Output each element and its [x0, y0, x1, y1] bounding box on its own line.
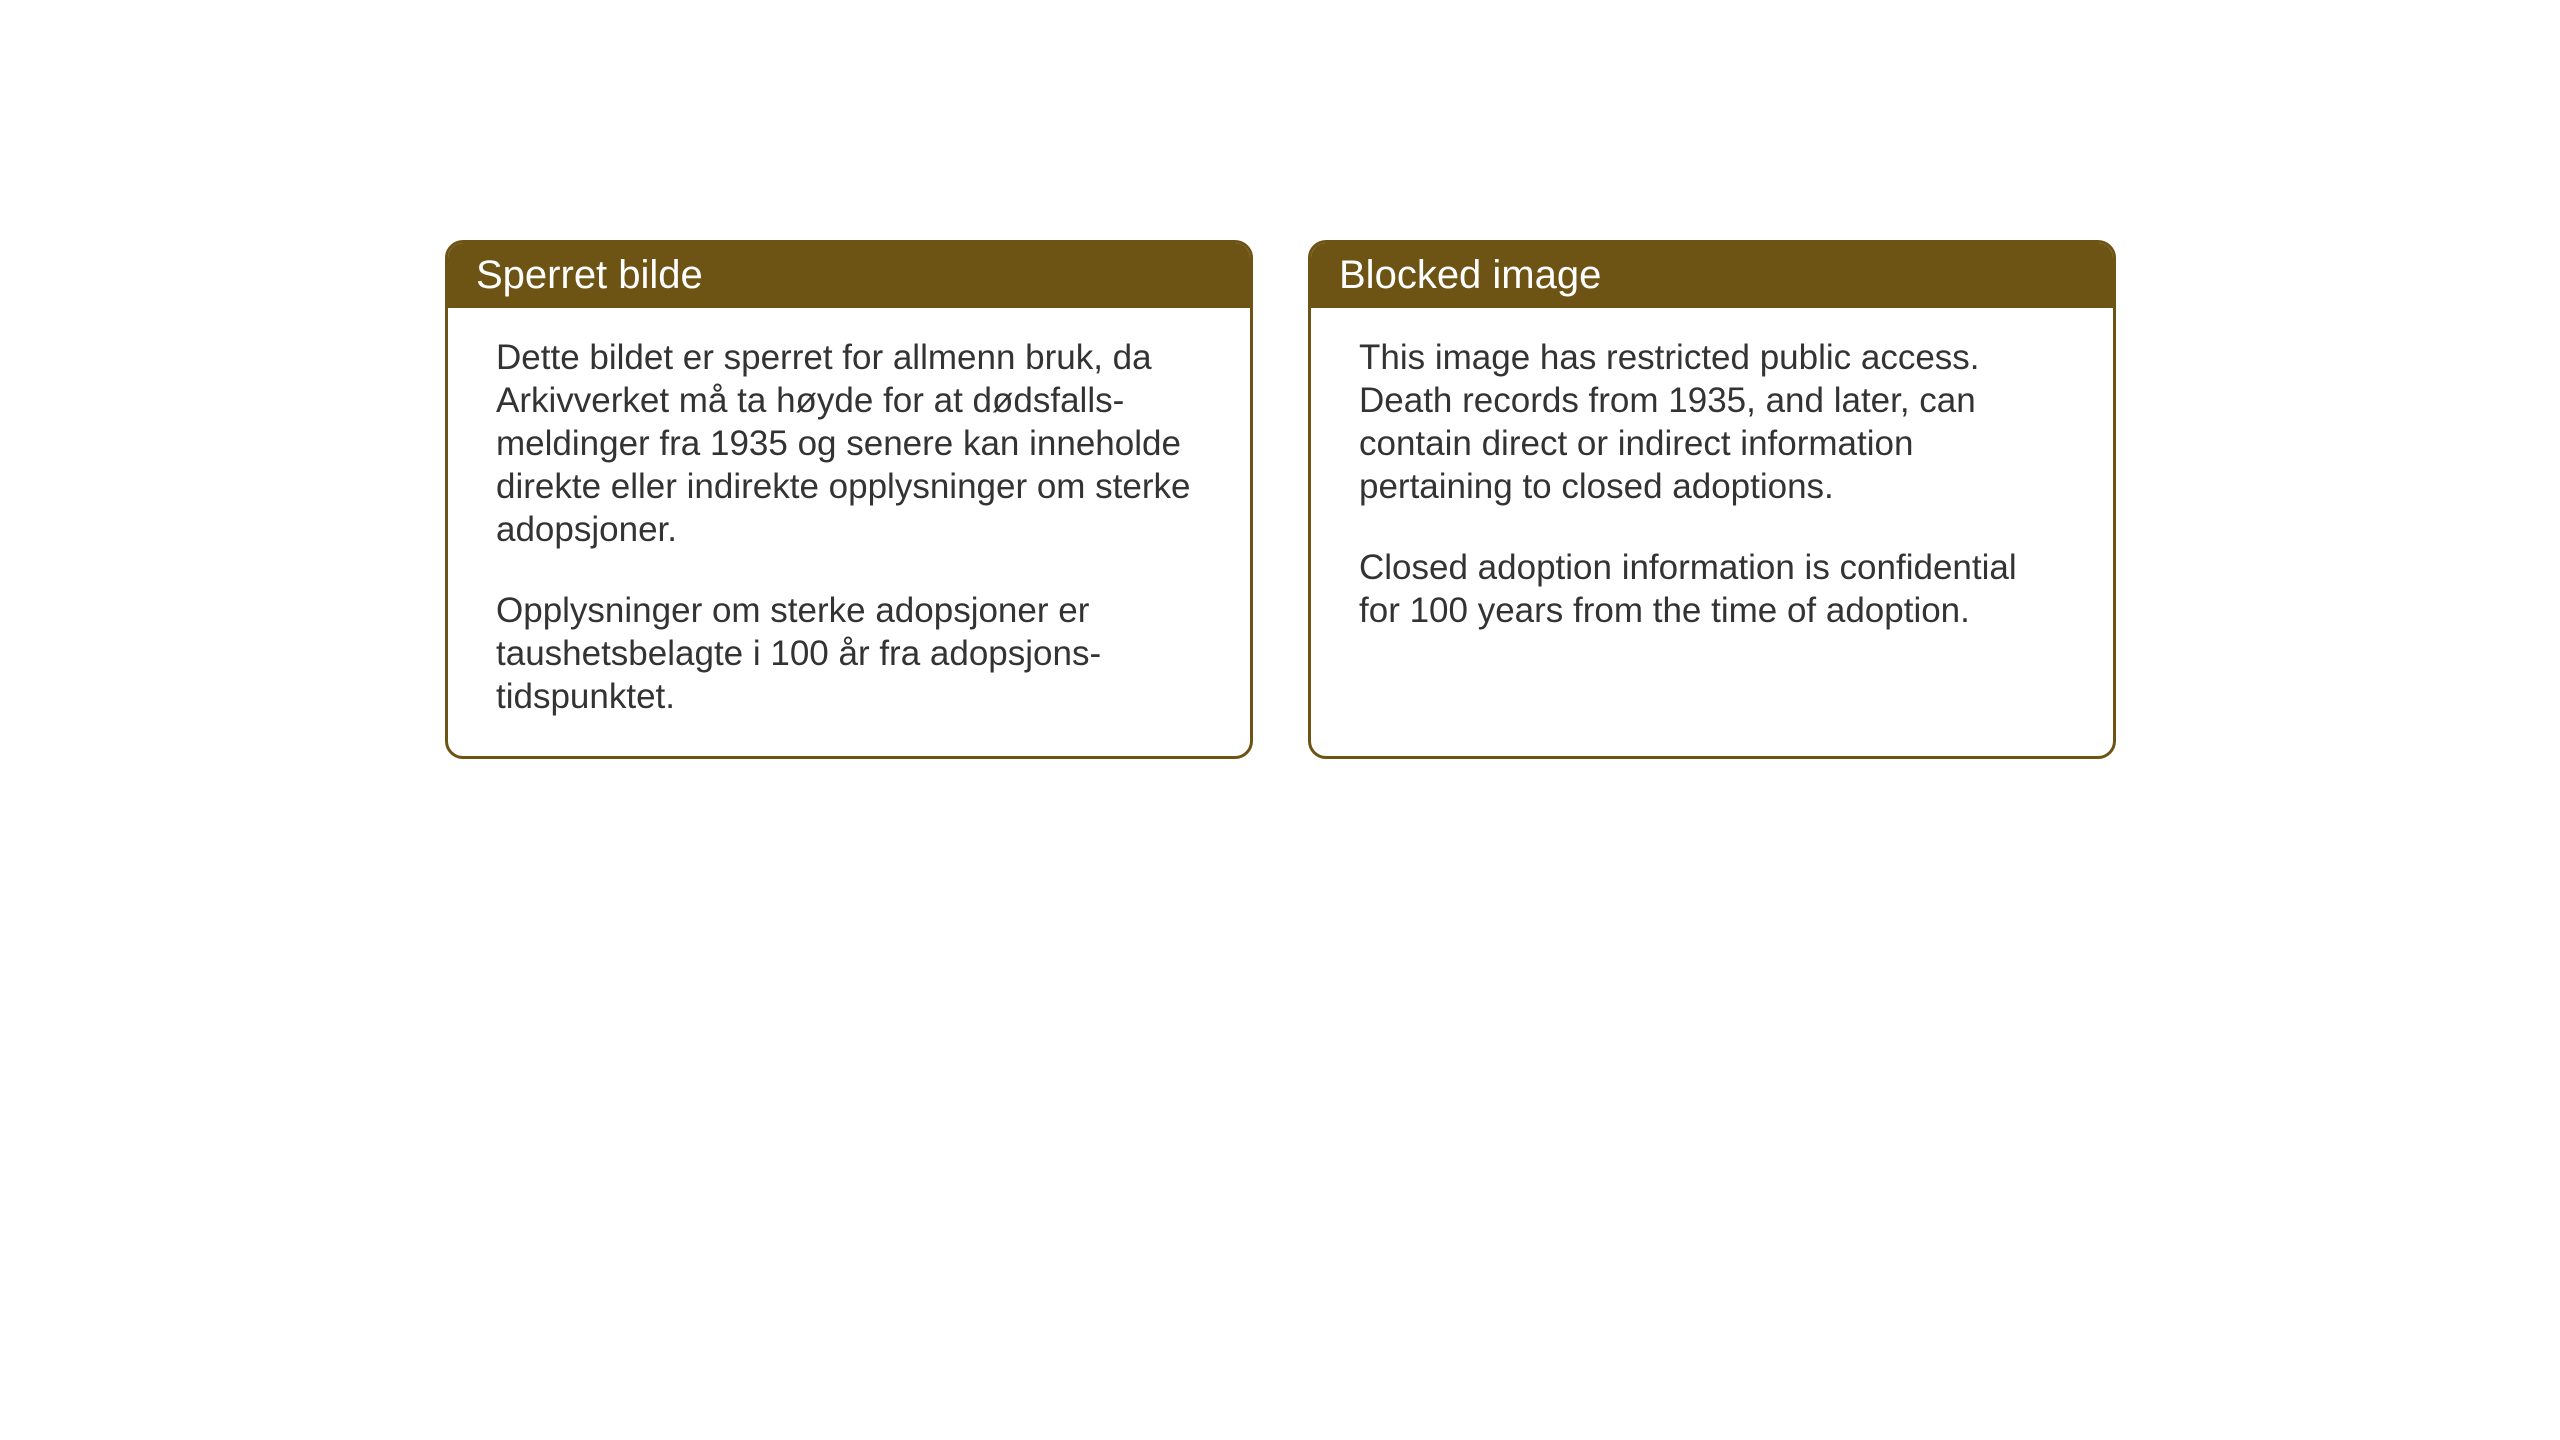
card-paragraph-2-norwegian: Opplysninger om sterke adopsjoner er tau… [496, 589, 1202, 718]
card-title-norwegian: Sperret bilde [476, 253, 703, 297]
card-header-norwegian: Sperret bilde [448, 243, 1250, 308]
card-body-norwegian: Dette bildet er sperret for allmenn bruk… [448, 308, 1250, 756]
card-paragraph-1-english: This image has restricted public access.… [1359, 336, 2065, 508]
card-body-english: This image has restricted public access.… [1311, 308, 2113, 670]
notice-card-english: Blocked image This image has restricted … [1308, 240, 2116, 759]
card-paragraph-2-english: Closed adoption information is confident… [1359, 546, 2065, 632]
card-paragraph-1-norwegian: Dette bildet er sperret for allmenn bruk… [496, 336, 1202, 551]
notice-cards-container: Sperret bilde Dette bildet er sperret fo… [445, 240, 2116, 759]
card-header-english: Blocked image [1311, 243, 2113, 308]
card-title-english: Blocked image [1339, 253, 1601, 297]
notice-card-norwegian: Sperret bilde Dette bildet er sperret fo… [445, 240, 1253, 759]
